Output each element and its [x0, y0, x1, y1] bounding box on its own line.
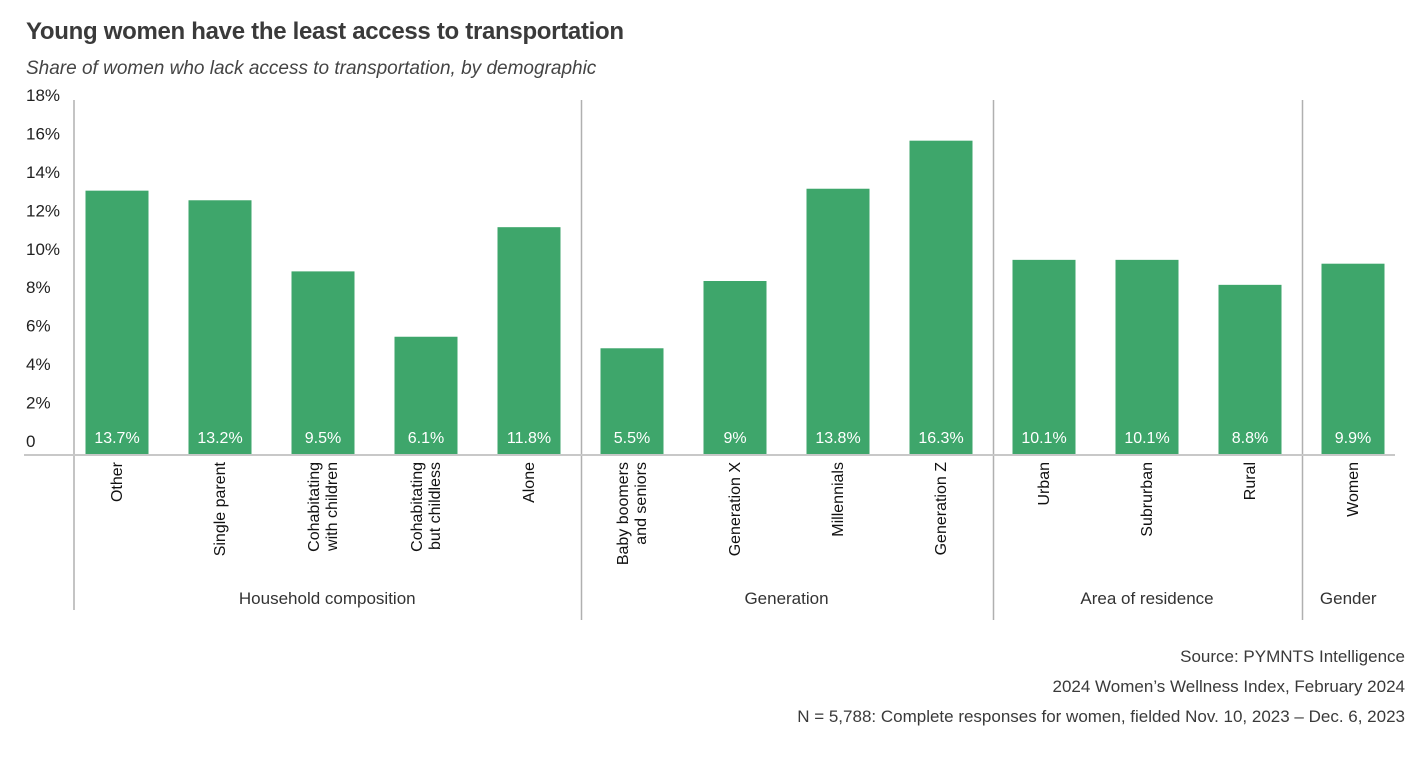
group-label: Generation — [744, 589, 828, 608]
category-label: Cohabitating — [306, 462, 323, 552]
bar-chart: 0 2% 4% 6% 8% 10% 12% 14% 16% 18% 13.7% 13.2% 9.5% 6… — [24, 86, 1395, 620]
data-label: 9.5% — [305, 430, 341, 447]
group-label: Area of residence — [1080, 589, 1213, 608]
category-label: Baby boomers — [615, 462, 632, 565]
category-label: Women — [1345, 462, 1362, 517]
y-tick-label: 10% — [26, 240, 60, 259]
category-labels: Other Single parent Cohabitating with child… — [109, 461, 1362, 565]
bar — [1012, 259, 1076, 454]
y-tick-label: 18% — [26, 86, 60, 105]
bar — [703, 281, 767, 454]
bar — [1218, 284, 1282, 454]
category-label: Alone — [521, 462, 538, 503]
category-label: and seniors — [633, 462, 650, 545]
category-label: Urban — [1036, 462, 1053, 506]
bar — [600, 348, 664, 454]
report-line: 2024 Women’s Wellness Index, February 20… — [1052, 677, 1405, 696]
data-label: 13.8% — [815, 430, 860, 447]
bar — [291, 271, 355, 454]
data-label: 6.1% — [408, 430, 444, 447]
bar — [806, 188, 870, 454]
category-label: Generation Z — [933, 462, 950, 556]
bar — [188, 200, 252, 454]
category-label: Cohabitating — [409, 462, 426, 552]
y-tick-label: 6% — [26, 317, 51, 336]
data-label: 16.3% — [918, 430, 963, 447]
y-tick-label: 8% — [26, 278, 51, 297]
chart-title: Young women have the least access to tra… — [26, 18, 624, 45]
sample-note: N = 5,788: Complete responses for women,… — [797, 707, 1405, 726]
y-axis-tick-labels: 0 2% 4% 6% 8% 10% 12% 14% 16% 18% — [26, 86, 60, 451]
data-label: 11.8% — [507, 430, 551, 447]
category-label: Millennials — [830, 462, 847, 537]
data-label: 5.5% — [614, 430, 650, 447]
data-label: 9.9% — [1335, 430, 1371, 447]
data-label: 13.2% — [197, 430, 242, 447]
bar — [1321, 263, 1385, 454]
data-label: 8.8% — [1232, 430, 1268, 447]
group-label: Household composition — [239, 589, 416, 608]
group-label: Gender — [1320, 589, 1377, 608]
y-tick-label: 2% — [26, 394, 51, 413]
bars — [85, 140, 1385, 454]
category-label: but childless — [427, 462, 444, 550]
bar — [394, 336, 458, 454]
y-tick-label: 0 — [26, 432, 35, 451]
data-label: 13.7% — [94, 430, 139, 447]
category-label: Subrurban — [1139, 462, 1156, 537]
group-labels: Household composition Generation Area of r… — [239, 589, 1377, 608]
group-separators — [73, 100, 1304, 620]
y-tick-label: 16% — [26, 124, 60, 143]
bar — [909, 140, 973, 454]
y-tick-label: 12% — [26, 201, 60, 220]
data-label: 10.1% — [1021, 430, 1066, 447]
bar — [497, 227, 561, 454]
y-tick-label: 4% — [26, 355, 51, 374]
bar — [85, 190, 149, 454]
category-label: Other — [109, 461, 126, 502]
chart-subtitle: Share of women who lack access to transp… — [26, 58, 597, 79]
y-tick-label: 14% — [26, 163, 60, 182]
category-label: Generation X — [727, 462, 744, 557]
source-line: Source: PYMNTS Intelligence — [1180, 647, 1405, 666]
data-label: 9% — [723, 430, 746, 447]
category-label: Rural — [1242, 462, 1259, 500]
category-label: Single parent — [212, 461, 229, 556]
data-label: 10.1% — [1124, 430, 1169, 447]
category-label: with children — [324, 462, 341, 552]
data-labels: 13.7% 13.2% 9.5% 6.1% 11.8% 5.5% 9% 13.8% 16.3% 1… — [94, 430, 1371, 447]
bar — [1115, 259, 1179, 454]
